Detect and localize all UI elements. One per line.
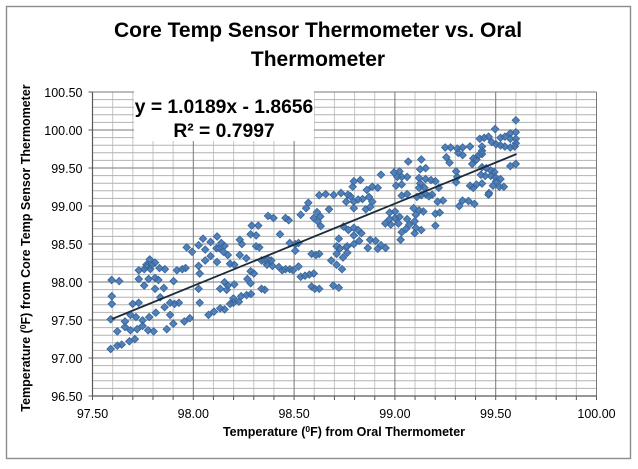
svg-text:R² = 0.7997: R² = 0.7997	[173, 121, 274, 142]
svg-text:98.50: 98.50	[51, 238, 82, 252]
svg-text:Thermometer: Thermometer	[251, 48, 385, 71]
svg-text:99.00: 99.00	[379, 407, 410, 421]
svg-text:97.00: 97.00	[51, 352, 82, 366]
svg-text:98.50: 98.50	[278, 407, 309, 421]
svg-text:Temperature (0F) from Oral The: Temperature (0F) from Oral Thermometer	[223, 424, 465, 439]
svg-text:y = 1.0189x - 1.8656: y = 1.0189x - 1.8656	[135, 97, 314, 118]
svg-text:99.50: 99.50	[480, 407, 511, 421]
svg-text:99.00: 99.00	[51, 200, 82, 214]
svg-text:97.50: 97.50	[77, 407, 108, 421]
svg-text:97.50: 97.50	[51, 314, 82, 328]
svg-text:Temperature (0F) from Core Tem: Temperature (0F) from Core Temp Sensor T…	[18, 84, 33, 411]
svg-text:98.00: 98.00	[51, 276, 82, 290]
svg-text:98.00: 98.00	[178, 407, 209, 421]
svg-text:96.50: 96.50	[51, 390, 82, 404]
svg-text:100.00: 100.00	[577, 407, 615, 421]
svg-text:Core Temp Sensor Thermometer v: Core Temp Sensor Thermometer vs. Oral	[114, 19, 522, 42]
svg-text:100.00: 100.00	[44, 124, 82, 138]
svg-text:100.50: 100.50	[44, 86, 82, 100]
svg-text:99.50: 99.50	[51, 162, 82, 176]
